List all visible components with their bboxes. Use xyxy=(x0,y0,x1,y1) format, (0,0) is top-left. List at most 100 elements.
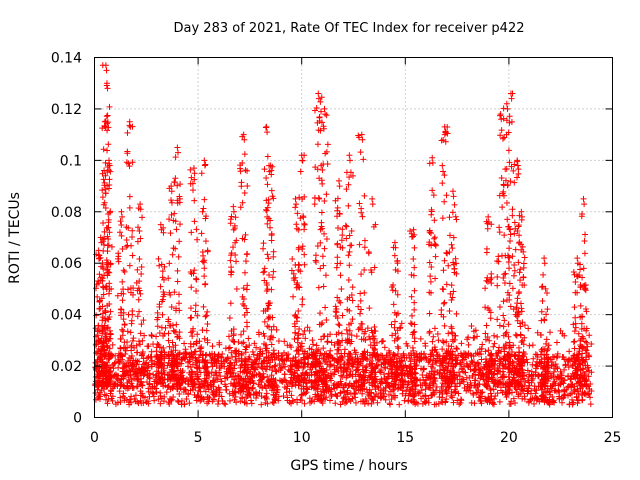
data-point xyxy=(440,300,447,307)
data-point xyxy=(396,401,403,408)
data-point xyxy=(198,344,205,351)
data-point xyxy=(496,304,503,311)
data-point xyxy=(465,341,472,348)
data-point xyxy=(200,205,207,212)
data-point xyxy=(193,397,200,404)
data-point xyxy=(475,393,482,400)
data-point xyxy=(380,338,387,344)
y-tick-label: 0.1 xyxy=(60,153,82,169)
data-point xyxy=(456,401,463,408)
data-point xyxy=(281,338,288,345)
data-point xyxy=(295,335,302,342)
data-point xyxy=(357,149,364,156)
data-point xyxy=(334,346,341,353)
data-point xyxy=(293,201,300,208)
data-point xyxy=(516,348,523,355)
data-point xyxy=(264,181,271,188)
data-point xyxy=(348,242,355,249)
data-point xyxy=(385,391,392,398)
data-point xyxy=(273,326,280,333)
data-point xyxy=(427,278,434,285)
data-point xyxy=(99,194,106,201)
y-axis-label: ROTI / TECUs xyxy=(7,192,23,284)
data-point xyxy=(218,393,225,400)
data-point xyxy=(182,346,189,353)
data-point xyxy=(181,340,188,347)
data-point xyxy=(169,251,176,258)
data-point xyxy=(134,224,141,231)
data-point xyxy=(448,329,455,336)
data-point xyxy=(440,168,447,175)
data-point xyxy=(581,250,588,257)
data-point xyxy=(230,203,237,210)
data-point xyxy=(132,392,139,399)
data-point xyxy=(166,260,173,267)
data-point xyxy=(185,359,192,366)
data-point xyxy=(534,329,541,336)
data-point xyxy=(222,375,229,382)
data-point xyxy=(118,375,125,382)
data-point xyxy=(349,297,356,304)
data-point xyxy=(102,190,109,197)
data-point xyxy=(106,280,113,287)
data-point xyxy=(272,368,279,375)
data-point xyxy=(460,368,467,375)
data-point xyxy=(258,379,265,386)
data-point xyxy=(233,258,240,265)
data-point xyxy=(157,283,164,290)
data-point xyxy=(512,399,519,406)
y-tick-label: 0.08 xyxy=(51,205,82,221)
data-point xyxy=(174,278,181,285)
data-point xyxy=(431,217,438,224)
data-point xyxy=(172,347,179,354)
data-point xyxy=(432,241,439,248)
data-point xyxy=(314,141,321,148)
data-point xyxy=(112,359,119,366)
data-point xyxy=(238,350,245,357)
data-point xyxy=(126,118,133,125)
data-point xyxy=(323,317,330,324)
data-point xyxy=(297,168,304,175)
data-point xyxy=(230,338,237,345)
data-point xyxy=(506,280,513,287)
data-point xyxy=(338,372,345,379)
data-point xyxy=(324,339,331,346)
data-point xyxy=(376,368,383,375)
data-point xyxy=(570,268,577,275)
data-point xyxy=(566,348,573,355)
data-point xyxy=(264,129,271,136)
data-point xyxy=(137,201,144,208)
data-point xyxy=(337,272,344,279)
data-point xyxy=(326,397,333,404)
data-point xyxy=(335,177,342,184)
data-point xyxy=(510,272,517,279)
data-point xyxy=(483,322,490,329)
data-point xyxy=(361,244,368,251)
data-point xyxy=(318,321,325,328)
data-point xyxy=(270,268,277,275)
data-point xyxy=(587,401,594,408)
x-tick-labels: 0 5 10 15 20 25 xyxy=(90,430,621,446)
data-point xyxy=(299,296,306,303)
data-point xyxy=(450,193,457,200)
data-point xyxy=(426,328,433,335)
data-point xyxy=(475,372,482,379)
data-point xyxy=(491,332,498,339)
data-point xyxy=(531,400,538,407)
data-point xyxy=(451,265,458,272)
data-point xyxy=(343,326,350,333)
data-point xyxy=(197,369,204,376)
data-point xyxy=(440,286,447,293)
data-point xyxy=(123,237,130,244)
data-point xyxy=(204,320,211,327)
data-point xyxy=(471,359,478,366)
data-point xyxy=(242,258,249,265)
data-point xyxy=(157,389,164,396)
data-point xyxy=(301,400,308,407)
data-point xyxy=(263,207,270,214)
data-point xyxy=(177,181,184,188)
data-point xyxy=(241,190,248,197)
data-point xyxy=(317,350,324,357)
data-point xyxy=(479,393,486,400)
data-point xyxy=(588,341,595,348)
